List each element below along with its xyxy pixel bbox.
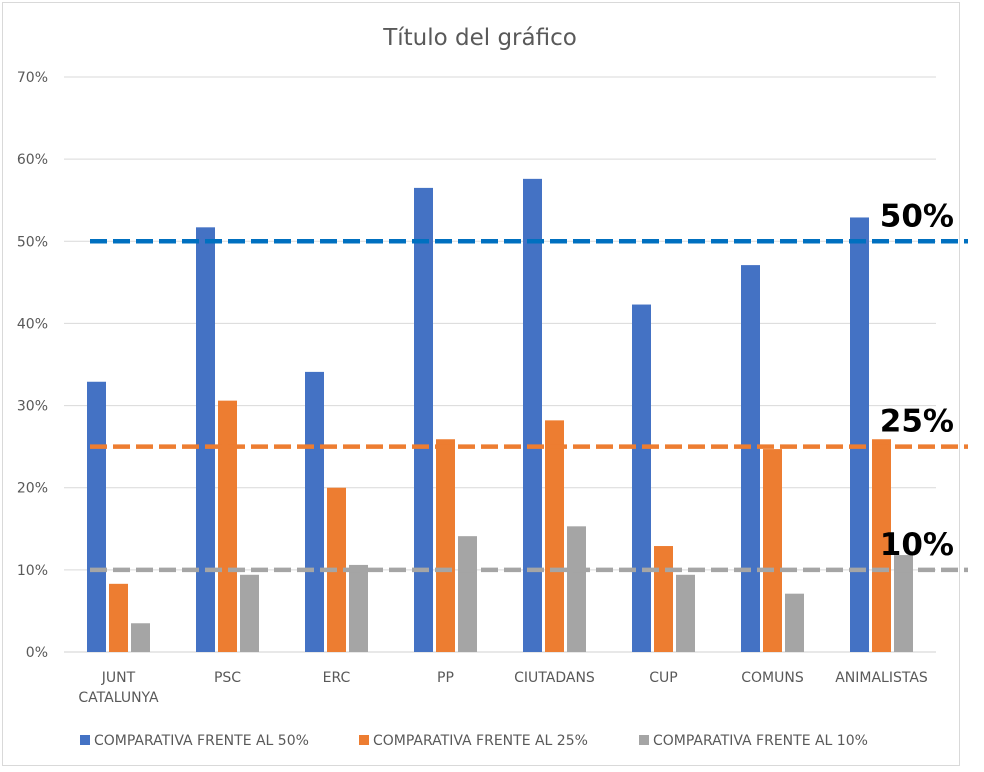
legend-swatch — [80, 735, 90, 745]
bar — [218, 400, 237, 652]
y-tick-label: 50% — [17, 234, 48, 250]
reference-lines: 50% 25% 10% — [90, 198, 968, 573]
x-tick-label: ERC — [323, 670, 351, 686]
bar — [785, 593, 804, 652]
bar — [894, 555, 913, 652]
bar — [458, 536, 477, 652]
x-tick-label: JUNT — [101, 670, 136, 686]
y-tick-label: 30% — [17, 399, 48, 415]
gridlines — [64, 76, 936, 653]
y-tick-label: 20% — [17, 481, 48, 497]
bar — [763, 449, 782, 652]
x-tick-label: CUP — [649, 670, 677, 686]
x-tick-label: ANIMALISTAS — [835, 670, 928, 686]
bar — [196, 227, 215, 653]
bar — [741, 265, 760, 652]
bar — [414, 187, 433, 652]
legend-label: COMPARATIVA FRENTE AL 50% — [94, 733, 309, 749]
bar — [436, 439, 455, 652]
bar — [676, 574, 695, 652]
y-tick-label: 10% — [17, 563, 48, 579]
bar — [240, 574, 259, 652]
reference-line-label: 10% — [880, 527, 954, 563]
bar — [305, 371, 324, 652]
x-tick-label: CATALUNYA — [78, 690, 159, 706]
bar — [632, 304, 651, 652]
y-tick-label: 40% — [17, 316, 48, 332]
x-axis: JUNT CATALUNYA PSC ERC PP CIUTADANS CUP COMUNS A… — [78, 670, 927, 706]
legend-label: COMPARATIVA FRENTE AL 10% — [653, 733, 868, 749]
bar — [654, 546, 673, 652]
x-tick-label: PP — [437, 670, 454, 686]
bar — [850, 217, 869, 652]
y-tick-label: 70% — [17, 70, 48, 86]
legend: COMPARATIVA FRENTE AL 50% COMPARATIVA FRE… — [80, 733, 868, 749]
reference-line-label: 25% — [880, 404, 954, 440]
legend-label: COMPARATIVA FRENTE AL 25% — [373, 733, 588, 749]
bar — [349, 564, 368, 652]
bar — [87, 381, 106, 652]
reference-line-label: 50% — [880, 198, 954, 234]
bar — [872, 439, 891, 652]
legend-swatch — [359, 735, 369, 745]
bar — [545, 420, 564, 652]
y-tick-label: 0% — [26, 645, 48, 661]
x-tick-label: PSC — [214, 670, 241, 686]
bar — [131, 623, 150, 652]
x-tick-label: CIUTADANS — [514, 670, 595, 686]
bar — [109, 583, 128, 652]
bars — [87, 178, 913, 653]
x-tick-label: COMUNS — [741, 670, 804, 686]
y-tick-label: 60% — [17, 152, 48, 168]
bar — [523, 178, 542, 652]
bar — [567, 526, 586, 652]
chart-title: Título del gráfico — [382, 25, 577, 51]
y-axis: 0% 10% 20% 30% 40% 50% 60% 70% — [17, 70, 48, 661]
legend-swatch — [639, 735, 649, 745]
